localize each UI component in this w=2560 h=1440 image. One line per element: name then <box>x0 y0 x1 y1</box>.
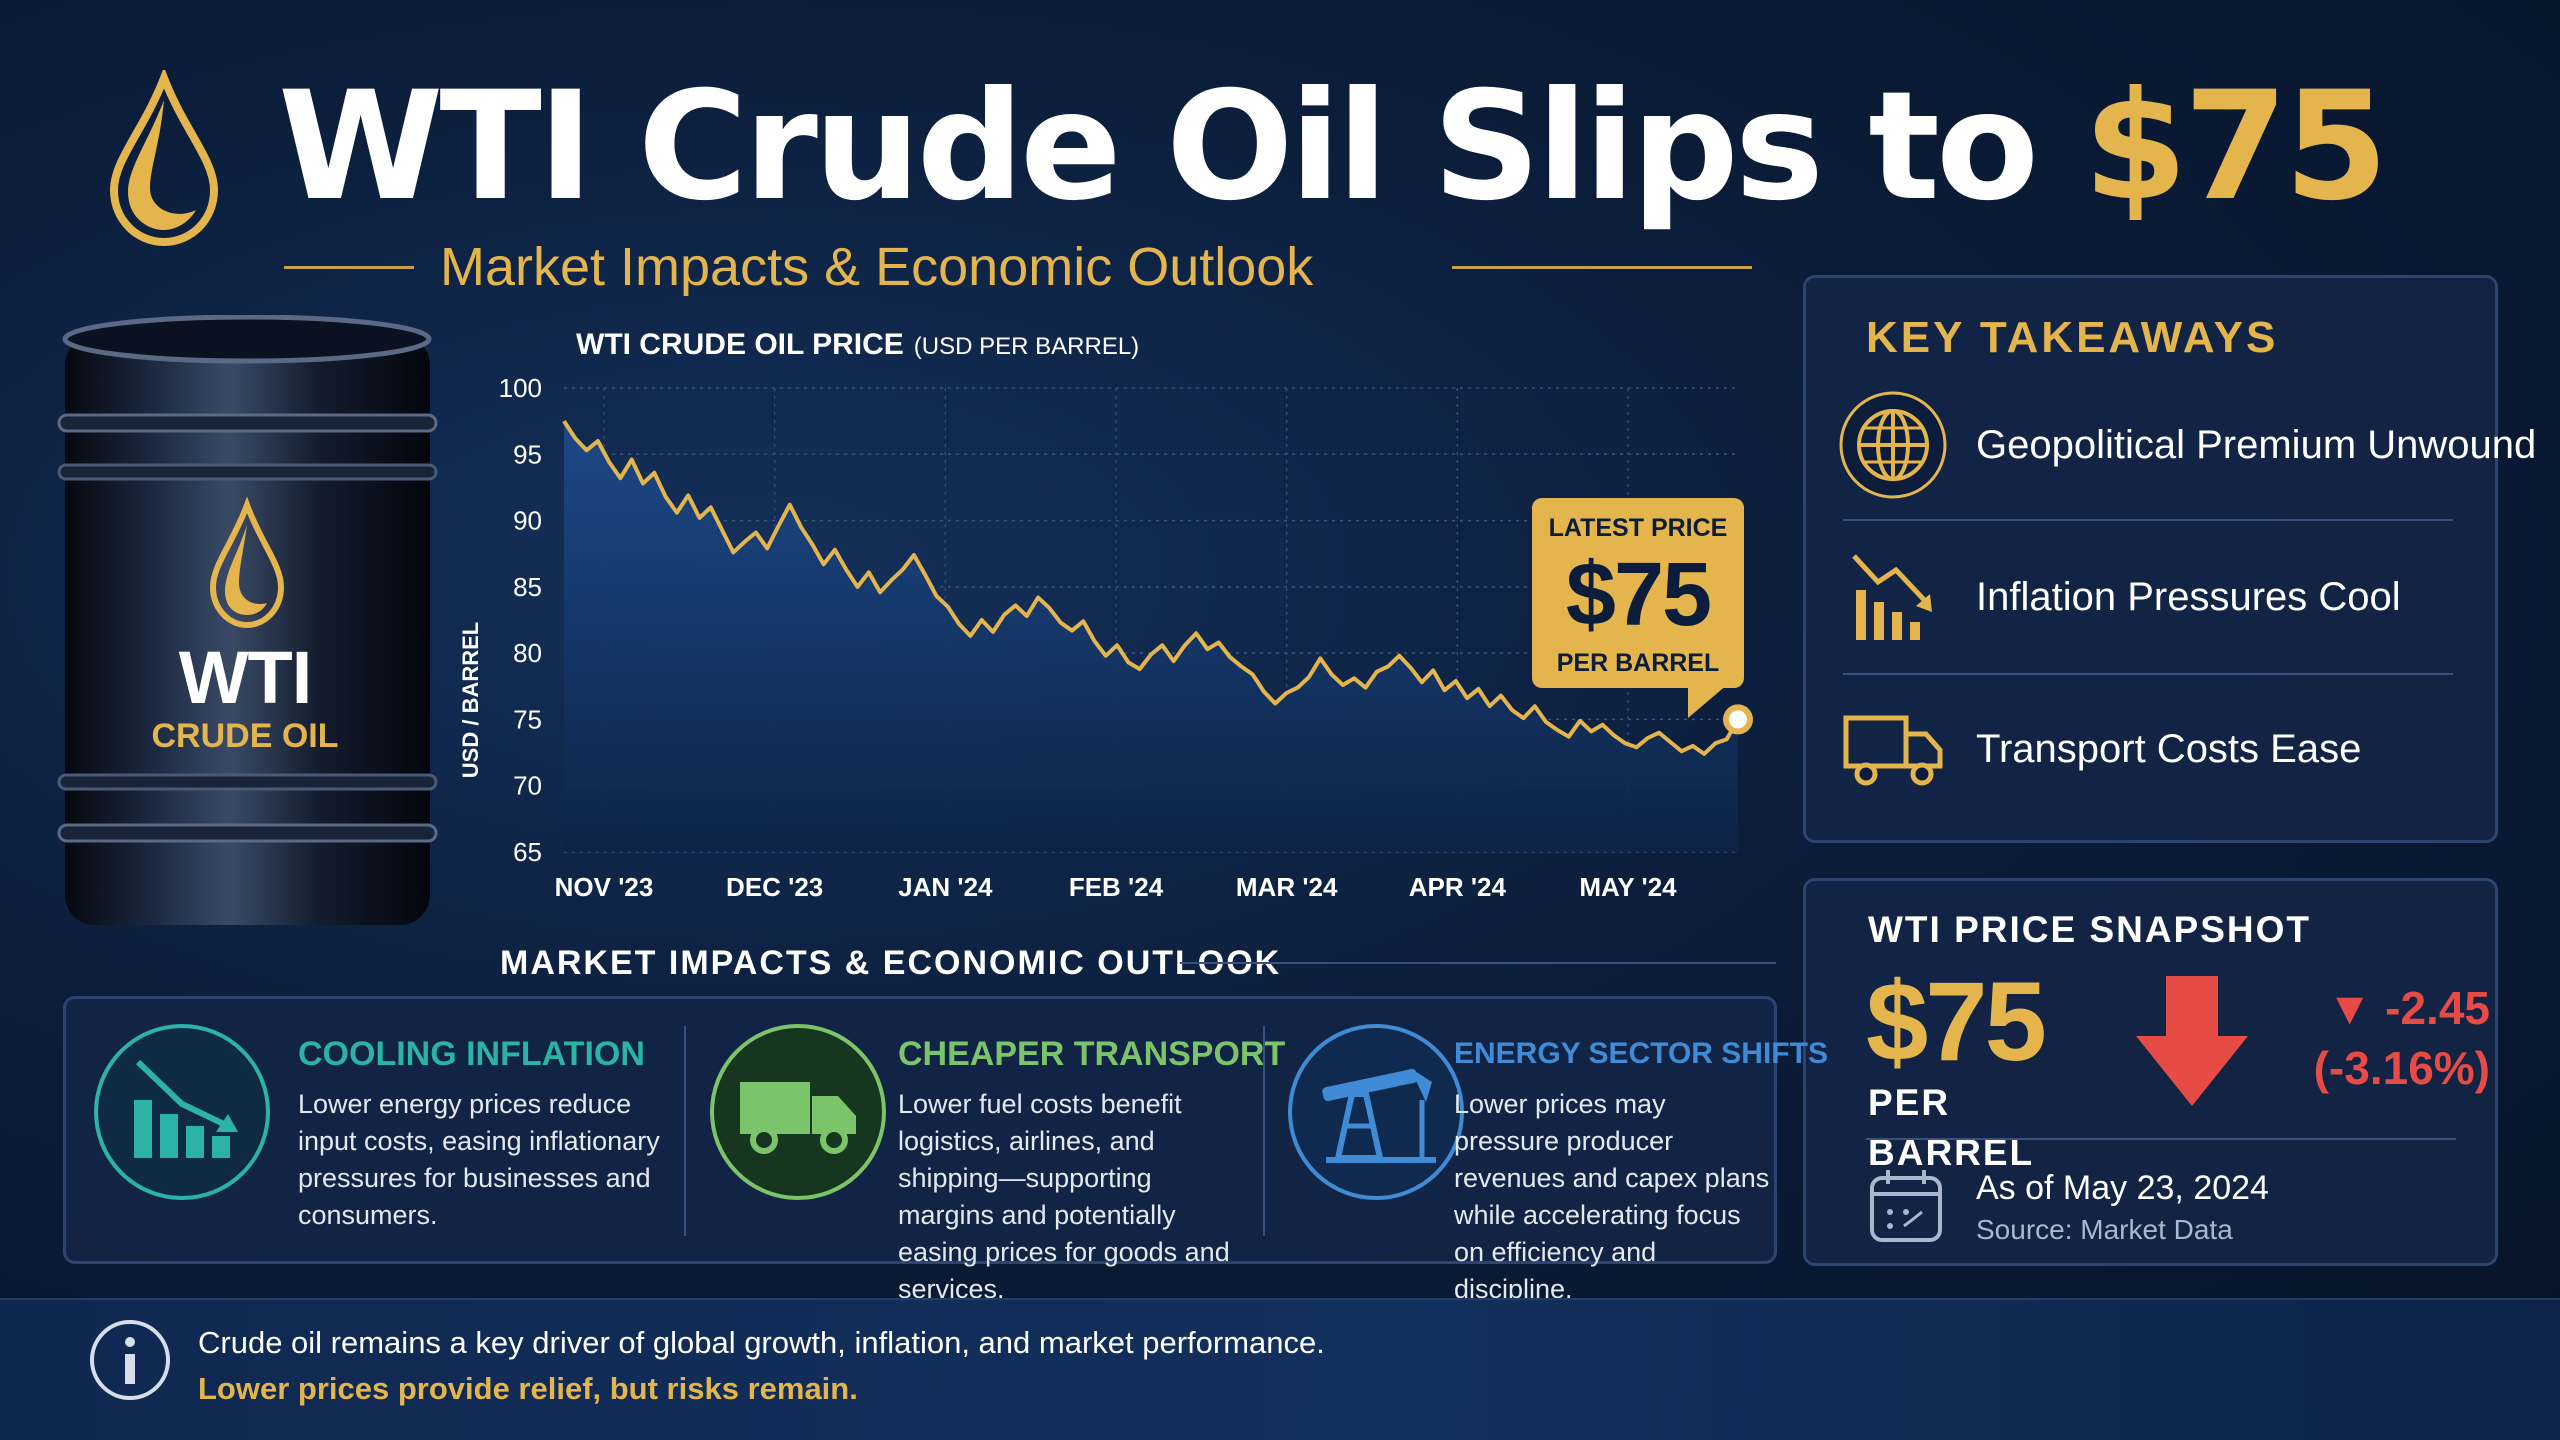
callout-pointer <box>1688 684 1728 718</box>
x-tick-label: FEB '24 <box>1069 872 1164 902</box>
y-tick-label: 75 <box>513 704 542 734</box>
globe-icon <box>1839 391 1947 499</box>
takeaway-divider <box>1843 673 2453 675</box>
y-axis-label: USD / BARREL <box>458 622 483 778</box>
price-area-fill <box>564 421 1738 852</box>
x-tick-label: NOV '23 <box>555 872 654 902</box>
transport-truck-icon <box>710 1024 886 1200</box>
barrel-label: CRUDE OIL <box>151 717 339 755</box>
impacts-panel <box>63 996 1777 1264</box>
impact-title-inflation: COOLING INFLATION <box>298 1035 645 1073</box>
impact-title-energy: ENERGY SECTOR SHIFTS <box>1454 1037 1828 1070</box>
chart-title-main: WTI CRUDE OIL PRICE <box>576 328 904 361</box>
impact-separator <box>684 1026 686 1236</box>
down-arrow-icon <box>2136 976 2248 1106</box>
footer-note: Crude oil remains a key driver of global… <box>198 1325 1325 1360</box>
takeaway-label-inflation: Inflation Pressures Cool <box>1976 575 2401 619</box>
footer-bar <box>0 1298 2560 1440</box>
x-tick-label: MAY '24 <box>1579 872 1677 902</box>
title-main: WTI Crude Oil Slips to <box>278 60 2084 234</box>
footer-highlight: Lower prices provide relief, but risks r… <box>198 1371 858 1406</box>
y-tick-label: 95 <box>513 439 542 469</box>
latest-price-point <box>1723 704 1753 735</box>
y-tick-label: 85 <box>513 572 542 602</box>
snapshot-date: As of May 23, 2024 <box>1976 1169 2269 1207</box>
impact-text-transport: Lower fuel costs benefit logistics, airl… <box>898 1089 1230 1304</box>
chart-title: WTI CRUDE OIL PRICE (USD PER BARREL) <box>576 328 1139 361</box>
subtitle-rule-right <box>1452 266 1752 269</box>
declining-bars-icon <box>1852 554 1932 640</box>
page-title: WTI Crude Oil Slips to $75 <box>278 52 2388 242</box>
takeaway-divider <box>1843 519 2453 521</box>
impacts-heading-rule <box>1180 962 1776 964</box>
takeaway-label-geopolitical: Geopolitical Premium Unwound <box>1976 423 2537 467</box>
calendar-icon <box>1870 1170 1942 1242</box>
price-points <box>563 421 1753 754</box>
oil-barrel-illustration <box>57 315 438 925</box>
truck-icon <box>1843 715 1943 786</box>
title-accent-price: $75 <box>2083 60 2388 234</box>
x-tick-labels: NOV '23 DEC '23 JAN '24 FEB '24 MAR '24 APR '… <box>555 872 1677 902</box>
snapshot-change-percent: (-3.16%) <box>2313 1042 2490 1094</box>
snapshot-price: $75 <box>1866 959 2047 1084</box>
impact-text-inflation: Lower energy prices reduce input costs, … <box>298 1089 660 1230</box>
callout-unit: PER BARREL <box>1556 649 1720 677</box>
callout-label: LATEST PRICE <box>1548 514 1728 542</box>
x-tick-label: JAN '24 <box>898 872 993 902</box>
snapshot-divider <box>1866 1138 2456 1140</box>
snapshot-source: Source: Market Data <box>1976 1214 2233 1245</box>
snapshot-unit: PER BARREL <box>1868 1082 2035 1173</box>
info-icon <box>90 1320 170 1400</box>
takeaway-label-transport: Transport Costs Ease <box>1976 727 2362 771</box>
callout-value: $75 <box>1565 545 1712 645</box>
y-tick-labels: 100 95 90 85 80 75 70 65 <box>499 373 542 867</box>
price-snapshot-panel <box>1803 878 2498 1266</box>
oil-pump-icon <box>1288 1024 1464 1200</box>
y-tick-label: 90 <box>513 506 542 536</box>
key-takeaways-panel <box>1803 275 2498 843</box>
x-tick-label: DEC '23 <box>726 872 823 902</box>
y-tick-label: 70 <box>513 771 542 801</box>
impact-title-transport: CHEAPER TRANSPORT <box>898 1035 1286 1073</box>
impact-separator <box>1263 1026 1265 1236</box>
chart-title-unit: (USD PER BARREL) <box>914 333 1139 360</box>
oil-drop-logo-icon <box>109 70 219 247</box>
subtitle: Market Impacts & Economic Outlook <box>440 237 1314 297</box>
x-tick-label: APR '24 <box>1409 872 1507 902</box>
latest-price-callout <box>1532 498 1744 688</box>
y-tick-label: 80 <box>513 638 542 668</box>
barrel-brand: WTI <box>178 636 313 719</box>
x-tick-label: MAR '24 <box>1236 872 1338 902</box>
impact-text-energy: Lower prices may pressure producer reven… <box>1454 1089 1770 1304</box>
snapshot-title: WTI PRICE SNAPSHOT <box>1868 909 2312 950</box>
y-tick-label: 65 <box>513 837 542 867</box>
snapshot-change: ▼ -2.45 <box>2326 982 2490 1034</box>
takeaways-title: KEY TAKEAWAYS <box>1866 313 2279 362</box>
impacts-heading: MARKET IMPACTS & ECONOMIC OUTLOOK <box>500 944 1282 982</box>
inflation-down-icon <box>94 1024 270 1200</box>
subtitle-rule-left <box>284 266 414 269</box>
y-tick-label: 100 <box>499 373 542 403</box>
